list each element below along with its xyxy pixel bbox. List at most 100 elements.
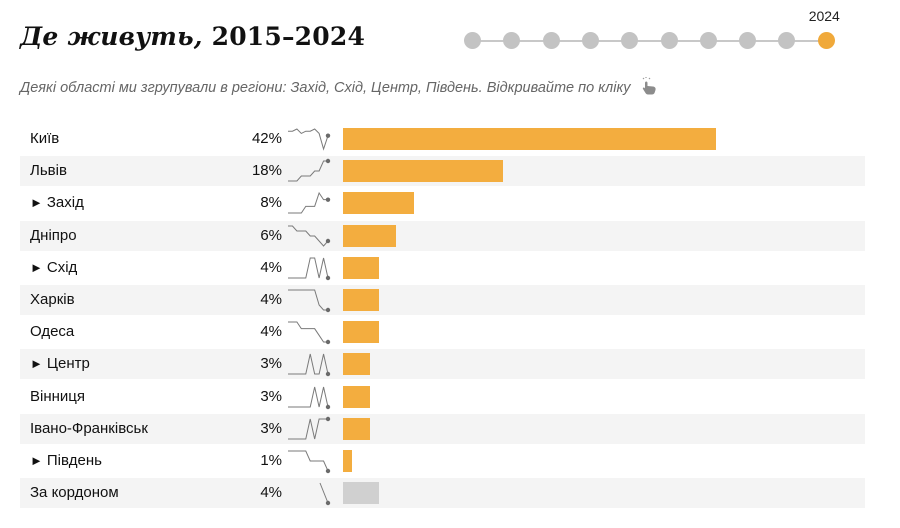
trend-sparkline	[288, 321, 331, 345]
timeline-dot-2016[interactable]	[503, 32, 521, 49]
expand-arrow-icon[interactable]: ►	[30, 195, 43, 211]
trend-sparkline	[288, 289, 331, 313]
table-row: Івано-Франківськ 3%	[20, 413, 865, 444]
row-label: За кордоном	[30, 484, 119, 501]
sparkline-end-point	[325, 468, 331, 474]
table-row[interactable]: ► Центр 3%	[20, 349, 865, 380]
row-label: Вінниця	[30, 388, 85, 405]
row-label: Дніпро	[30, 227, 77, 244]
row-label-text: Захід	[46, 194, 84, 212]
table-row: Київ 42%	[20, 124, 865, 154]
sparkline-path	[288, 225, 329, 247]
trend-sparkline	[288, 192, 331, 214]
row-label: ► Центр	[30, 355, 90, 372]
trend-sparkline	[288, 128, 331, 151]
value-label: 8%	[260, 194, 282, 212]
expand-arrow-icon[interactable]: ►	[30, 259, 43, 275]
sparkline-end-point	[325, 372, 331, 377]
row-label-text: Схід	[46, 258, 78, 276]
bar	[343, 192, 415, 215]
sparkline-end-point	[325, 416, 331, 421]
row-label-text: Івано-Франківськ	[30, 419, 148, 437]
title-main: Де живуть,	[20, 22, 203, 51]
timeline-dot-2019[interactable]	[621, 32, 639, 49]
bar-chart: Київ 42% Львів 18% ► Захід 8% Дніпро 6% ► Схід 4% Ха…	[20, 124, 865, 510]
pointing-hand-icon	[639, 77, 659, 99]
subtitle: Деякі області ми згрупували в регіони: З…	[20, 77, 659, 99]
trend-sparkline	[288, 386, 331, 409]
timeline-dot-2015[interactable]	[464, 32, 481, 49]
value-label: 4%	[260, 290, 282, 308]
sparkline-end-point	[325, 158, 331, 164]
bar	[343, 449, 352, 472]
page-title: Де живуть, 2015–2024	[20, 22, 365, 51]
row-label-text: Центр	[46, 355, 90, 373]
sparkline-path	[319, 482, 329, 504]
sparkline-path	[288, 160, 328, 182]
value-label: 4%	[260, 323, 282, 341]
sparkline-path	[288, 257, 329, 279]
value-label: 3%	[260, 387, 282, 405]
timeline-dot-2023[interactable]	[778, 32, 796, 49]
expand-arrow-icon[interactable]: ►	[30, 452, 43, 468]
sparkline-end-point	[325, 339, 331, 345]
row-label-text: Київ	[30, 130, 60, 147]
table-row: Одеса 4%	[20, 317, 865, 347]
table-row: Вінниця 3%	[20, 382, 865, 412]
trend-sparkline	[288, 257, 331, 280]
sparkline-path	[288, 418, 328, 440]
year-timeline: 2024	[0, 0, 900, 60]
bar	[343, 224, 397, 247]
sparkline-end-point	[325, 404, 331, 409]
title-years: 2015–2024	[211, 22, 366, 51]
row-label-text: Харків	[30, 290, 75, 308]
timeline-dot-2018[interactable]	[581, 32, 599, 49]
sparkline-end-point	[325, 238, 331, 243]
sparkline-path	[288, 192, 328, 214]
bar	[343, 482, 379, 505]
bar	[343, 256, 379, 279]
sparkline-end-point	[325, 275, 331, 280]
timeline-dot-2017[interactable]	[542, 32, 560, 49]
sparkline-end-point	[325, 500, 331, 506]
trend-sparkline	[288, 450, 331, 474]
row-label: Івано-Франківськ	[30, 420, 148, 437]
timeline-dot-2024[interactable]	[817, 32, 835, 49]
row-label: ► Південь	[30, 452, 102, 469]
sparkline-end-point	[325, 307, 331, 313]
bar	[343, 288, 379, 311]
bar	[343, 321, 379, 344]
timeline-dot-2022[interactable]	[739, 32, 757, 49]
selected-year-label: 2024	[808, 8, 840, 24]
value-label: 4%	[260, 484, 282, 502]
row-label: ► Схід	[30, 259, 77, 276]
trend-sparkline	[288, 225, 331, 247]
table-row: Львів 18%	[20, 156, 865, 187]
table-row[interactable]: ► Схід 4%	[20, 253, 865, 283]
sparkline-path	[288, 321, 328, 343]
row-label: Київ	[30, 130, 59, 147]
bar	[343, 385, 370, 408]
value-label: 18%	[251, 162, 282, 180]
timeline-dot-2021[interactable]	[699, 32, 717, 49]
table-row[interactable]: ► Південь 1%	[20, 446, 865, 476]
sparkline-path	[288, 354, 329, 375]
bar	[343, 160, 503, 183]
sparkline-path	[288, 289, 328, 311]
bar	[343, 128, 716, 150]
value-label: 6%	[260, 226, 282, 244]
value-label: 3%	[260, 355, 282, 373]
row-label: Львів	[30, 162, 67, 179]
timeline-dot-2020[interactable]	[660, 32, 678, 49]
trend-sparkline	[288, 158, 331, 182]
expand-arrow-icon[interactable]: ►	[30, 356, 43, 372]
row-label-text: Південь	[46, 451, 102, 469]
trend-sparkline	[288, 416, 331, 440]
bar	[343, 353, 370, 376]
subtitle-text: Деякі області ми згрупували в регіони: З…	[20, 79, 631, 96]
row-label-text: Одеса	[30, 323, 75, 341]
table-row: За кордоном 4%	[20, 478, 865, 509]
table-row[interactable]: ► Захід 8%	[20, 188, 865, 218]
table-row: Дніпро 6%	[20, 220, 865, 251]
row-label: Харків	[30, 291, 75, 308]
